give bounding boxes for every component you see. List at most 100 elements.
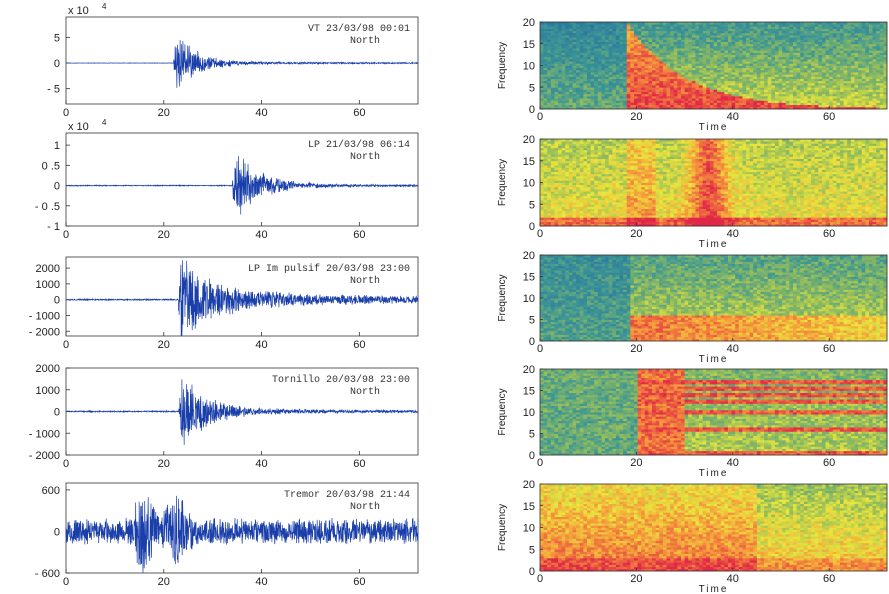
heatmap-cell [717,87,722,90]
heatmap-cell [709,54,714,58]
heatmap-cell [540,32,545,36]
heatmap-cell [677,52,682,56]
heatmap-cell [706,65,711,69]
heatmap-cell [706,50,711,53]
heatmap-cell [594,72,599,75]
heatmap-cell [662,85,667,88]
heatmap-cell [644,74,649,77]
heatmap-cell [540,56,545,60]
heatmap-cell [659,39,664,42]
heatmap-cell [590,61,595,64]
heatmap-cell [648,72,653,75]
heatmap-cell [547,69,552,73]
heatmap-cell [615,37,620,40]
heatmap-cell [695,95,700,99]
heatmap-cell [543,80,548,84]
heatmap-cell [626,39,631,42]
heatmap-cell [594,67,599,71]
heatmap-cell [630,32,635,36]
heatmap-cell [702,48,707,51]
heatmap-cell [565,37,570,40]
heatmap-cell [623,24,628,27]
heatmap-cell [561,80,566,84]
heatmap-cell [630,67,635,71]
heatmap-cell [731,37,736,40]
heatmap-cell [691,39,696,42]
heatmap-cell [605,98,610,101]
heatmap-cell [547,93,552,97]
heatmap-cell [695,104,700,108]
heatmap-cell [586,61,591,64]
heatmap-cell [586,106,591,110]
heatmap-cell [731,56,736,60]
heatmap-cell [742,43,747,47]
heatmap-cell [586,30,591,34]
heatmap-cell [688,87,693,90]
axis-multiplier: x 10 [68,121,89,133]
heatmap-cell [713,50,718,53]
heatmap-cell [633,98,638,101]
heatmap-cell [630,102,635,106]
heatmap-cell [601,48,606,51]
heatmap-cell [554,22,559,25]
heatmap-cell [662,43,667,47]
heatmap-cell [540,85,545,88]
heatmap-cell [579,95,584,99]
heatmap-cell [746,82,751,86]
heatmap-cell [568,54,573,58]
heatmap-cell [540,74,545,77]
heatmap-cell [586,22,591,25]
heatmap-cell [626,69,631,73]
heatmap-cell [688,100,693,103]
heatmap-cell [709,104,714,108]
heatmap-cell [554,104,559,108]
heatmap-cell [626,45,631,49]
heatmap-cell [623,37,628,40]
heatmap-cell [633,82,638,86]
heatmap-cell [633,78,638,82]
heatmap-cell [655,89,660,92]
heatmap-cell [586,80,591,84]
heatmap-cell [576,54,581,58]
heatmap-cell [561,35,566,38]
heatmap-cell [709,22,714,25]
heatmap-cell [612,58,617,62]
heatmap-cell [612,93,617,97]
heatmap-cell [717,93,722,97]
heatmap-cell [684,50,689,53]
heatmap-cell [652,102,657,106]
heatmap-cell [558,95,563,99]
heatmap-cell [630,89,635,92]
heatmap-cell [680,72,685,75]
heatmap-cell [633,69,638,73]
heatmap-cell [641,74,646,77]
heatmap-cell [655,26,660,29]
heatmap-cell [619,82,624,86]
heatmap-cell [590,58,595,62]
heatmap-cell [641,58,646,62]
heatmap-cell [626,91,631,95]
heatmap-cell [623,61,628,64]
heatmap-cell [565,106,570,110]
heatmap-cell [579,58,584,62]
heatmap-cell [662,22,667,25]
heatmap-cell [720,93,725,97]
y-tick-label: 0 .5 [42,160,60,172]
heatmap-cell [608,26,613,29]
heatmap-cell [576,30,581,34]
heatmap-cell [641,30,646,34]
heatmap-cell [597,69,602,73]
heatmap-cell [615,106,620,110]
heatmap-cell [572,28,577,32]
heatmap-cell [590,43,595,47]
heatmap-cell [586,104,591,108]
heatmap-cell [666,32,671,36]
heatmap-cell [626,85,631,88]
heatmap-cell [673,85,678,88]
heatmap-cell [731,87,736,90]
heatmap-cell [702,45,707,49]
heatmap-cell [731,50,736,53]
heatmap-cell [742,52,747,56]
heatmap-cell [720,89,725,92]
heatmap-cell [605,102,610,106]
